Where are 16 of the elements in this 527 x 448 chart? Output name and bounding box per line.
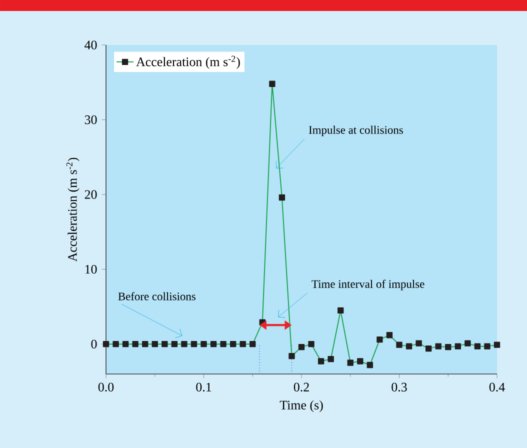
legend-label: Acceleration (m s$^{-2}$) bbox=[136, 56, 240, 69]
x-tick-label: 0.4 bbox=[489, 382, 505, 392]
x-tick-label: 0.2 bbox=[294, 382, 309, 392]
x-tick-label: 0.1 bbox=[196, 382, 212, 392]
x-tick-label: 0.3 bbox=[392, 382, 407, 392]
y-tick-label: 30 bbox=[84, 115, 97, 124]
y-tick-label: 40 bbox=[84, 40, 97, 50]
y-tick-label: 10 bbox=[85, 264, 97, 274]
y-tick-label: 20 bbox=[84, 190, 97, 199]
annotation: Time interval of impulse bbox=[312, 280, 424, 290]
x-tick-label: 0.0 bbox=[98, 382, 114, 392]
x-axis-title: Time (s) bbox=[280, 400, 323, 412]
annotation: Before collisions bbox=[118, 292, 196, 300]
y-tick-label: 0 bbox=[91, 340, 97, 348]
annotation: Impulse at collisions bbox=[308, 126, 403, 136]
y-axis-title: Acceleration (m s$^{-2}$) bbox=[66, 158, 80, 262]
